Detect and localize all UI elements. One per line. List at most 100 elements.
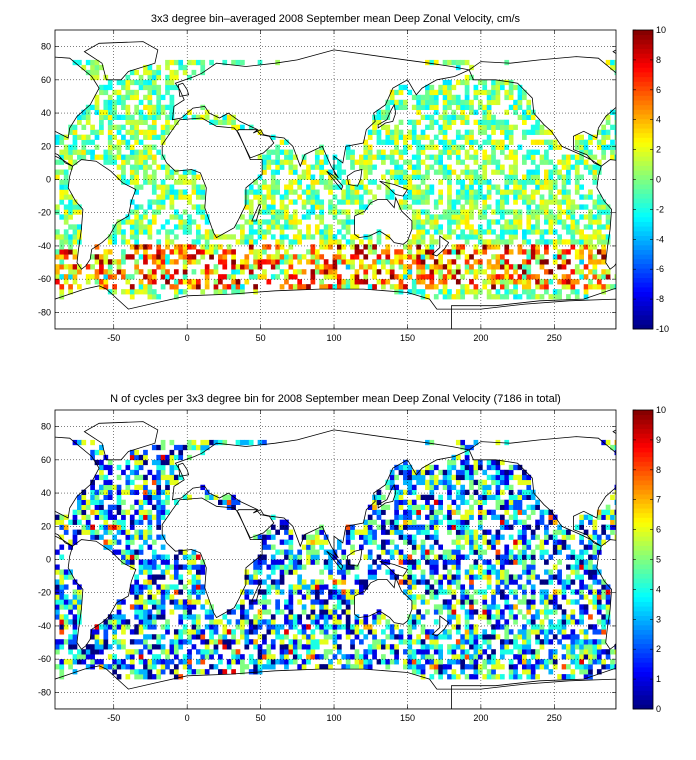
data-bin [579, 614, 584, 620]
data-bin [200, 244, 206, 250]
data-bin [63, 169, 69, 175]
data-bin [99, 524, 104, 530]
data-bin [134, 179, 140, 185]
data-bin [574, 204, 580, 210]
data-bin [429, 119, 435, 125]
data-bin [147, 114, 153, 120]
data-bin [240, 289, 245, 295]
data-bin [169, 124, 175, 130]
data-bin [350, 639, 355, 645]
data-bin [240, 214, 245, 220]
data-bin [248, 234, 254, 240]
data-bin [270, 159, 276, 165]
data-bin [68, 539, 73, 545]
data-bin [125, 109, 131, 116]
data-bin [72, 539, 78, 545]
data-bin [535, 249, 540, 255]
data-bin [336, 209, 342, 215]
data-bin [121, 94, 126, 101]
data-bin [350, 594, 355, 600]
data-bin [297, 614, 303, 620]
data-bin [314, 159, 320, 165]
data-bin [306, 554, 311, 560]
data-bin [592, 519, 598, 525]
data-bin [310, 584, 316, 590]
data-bin [213, 264, 219, 270]
data-bin [477, 104, 483, 111]
data-bin [240, 614, 245, 620]
data-bin [526, 274, 532, 280]
data-bin [526, 209, 532, 215]
data-bin [389, 529, 395, 535]
data-bin [112, 514, 117, 520]
data-bin [336, 259, 342, 265]
data-bin [491, 269, 496, 275]
data-bin [147, 149, 153, 155]
data-bin [341, 279, 347, 285]
data-bin [566, 579, 571, 585]
data-bin [332, 644, 338, 650]
data-bin [262, 209, 267, 215]
data-bin [522, 599, 527, 605]
data-bin [482, 199, 488, 205]
data-bin [182, 609, 188, 615]
data-bin [574, 659, 580, 665]
data-bin [579, 239, 584, 245]
data-bin [455, 539, 461, 545]
data-bin [143, 259, 148, 265]
data-bin [513, 634, 518, 640]
data-bin [169, 669, 175, 675]
data-bin [447, 89, 452, 96]
chart-title-velocity: 3x3 degree bin–averaged 2008 September m… [150, 13, 521, 25]
data-bin [275, 624, 280, 630]
data-bin [583, 234, 589, 240]
data-bin [279, 209, 285, 215]
y-tick-label: 0 [46, 175, 51, 185]
data-bin [345, 239, 351, 245]
data-bin [513, 654, 518, 660]
data-bin [513, 124, 518, 130]
data-bin [323, 629, 329, 635]
data-bin [460, 114, 466, 120]
data-bin [447, 114, 452, 120]
data-bin [499, 519, 505, 525]
data-bin [156, 204, 162, 210]
data-bin [147, 99, 153, 106]
data-bin [279, 549, 285, 555]
data-bin [508, 94, 514, 101]
data-bin [143, 284, 148, 290]
data-bin [301, 664, 307, 670]
data-bin [504, 624, 510, 630]
data-bin [138, 149, 144, 155]
data-bin [328, 624, 333, 630]
data-bin [495, 609, 501, 615]
data-bin [323, 169, 329, 175]
data-bin [279, 284, 285, 290]
data-bin [469, 529, 474, 535]
data-bin [310, 199, 316, 205]
data-bin [310, 254, 316, 260]
data-bin [77, 609, 82, 615]
data-bin [592, 589, 598, 595]
data-bin [530, 209, 536, 215]
data-bin [358, 639, 364, 645]
data-bin [451, 59, 457, 66]
data-bin [376, 139, 382, 145]
data-bin [319, 584, 325, 590]
data-bin [425, 209, 430, 215]
data-bin [574, 229, 580, 235]
data-bin [411, 584, 417, 590]
data-bin [116, 639, 122, 645]
data-bin [544, 629, 549, 635]
data-bin [477, 119, 483, 125]
data-bin [191, 239, 197, 245]
data-bin [482, 239, 488, 245]
data-bin [610, 529, 615, 535]
data-bin [605, 609, 611, 615]
data-bin [253, 599, 258, 605]
data-bin [68, 659, 73, 665]
data-bin [112, 614, 117, 620]
data-bin [55, 264, 60, 270]
data-bin [561, 194, 567, 200]
data-bin [107, 79, 113, 86]
